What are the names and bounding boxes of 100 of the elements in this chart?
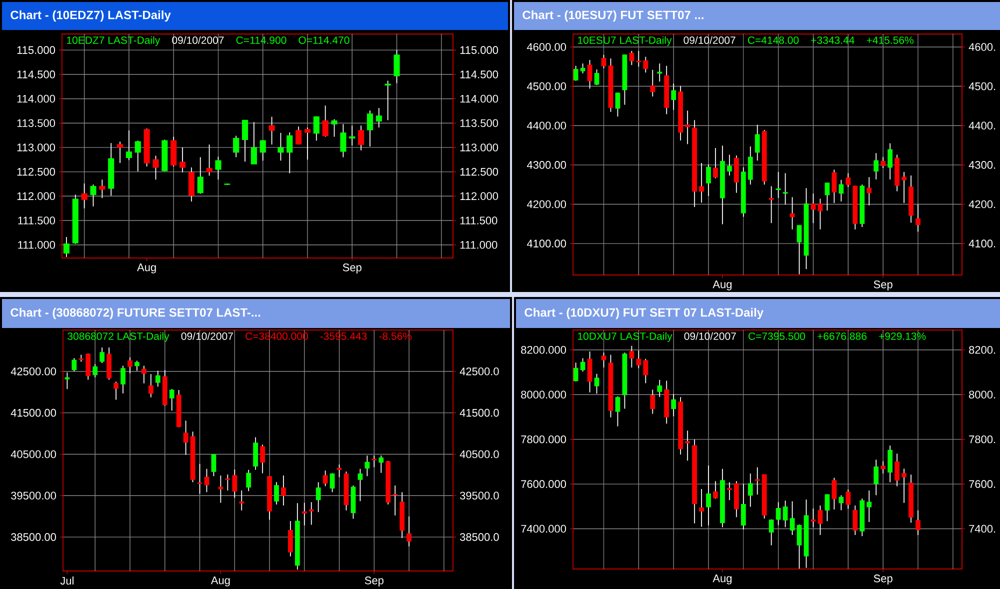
candlestick xyxy=(308,502,314,526)
candlestick xyxy=(838,494,844,511)
x-tick-label: Jul xyxy=(60,576,74,585)
y-tick-label: 40500.00 xyxy=(10,450,56,458)
candlestick xyxy=(902,468,906,504)
y2-tick-label: 4100. xyxy=(968,240,996,248)
y-tick-label: 113.500 xyxy=(17,119,56,128)
candlestick xyxy=(233,135,240,158)
candlestick xyxy=(748,146,753,186)
candlestick xyxy=(740,483,746,530)
candlestick xyxy=(782,172,788,206)
candlestick xyxy=(671,394,676,417)
candlestick xyxy=(874,459,879,496)
candlestick xyxy=(580,63,586,74)
candlestick xyxy=(866,490,872,522)
candlestick xyxy=(215,156,222,180)
candlestick xyxy=(902,172,906,204)
candlestick xyxy=(81,183,88,209)
candlestick xyxy=(866,176,872,206)
y2-tick-label: 112.000 xyxy=(460,192,498,200)
candlestick xyxy=(832,169,837,204)
candlestick xyxy=(155,370,160,388)
candlestick xyxy=(824,182,830,211)
annotation: +3343.44 xyxy=(811,36,854,44)
x-tick-label: Aug xyxy=(712,574,732,584)
annotation: 09/10/2007 xyxy=(181,332,233,340)
candlestick xyxy=(594,373,600,394)
candlestick xyxy=(188,166,194,202)
candlestick xyxy=(126,130,132,161)
candlestick xyxy=(685,110,690,145)
y2-tick-label: 115.000 xyxy=(460,46,498,54)
candlestick xyxy=(322,105,328,138)
annotation: 10ESU7 LAST-Daily xyxy=(578,36,672,46)
y2-tick-label: 112.500 xyxy=(460,168,498,176)
candlestick xyxy=(286,132,293,174)
candlestick xyxy=(281,475,286,506)
y2-tick-label: 4300. xyxy=(968,161,996,169)
candlestick xyxy=(128,357,132,374)
candlestick xyxy=(260,444,265,474)
y-tick-label: 7800.000 xyxy=(521,435,566,444)
candlestick xyxy=(810,193,816,224)
candlestick xyxy=(268,116,275,145)
candlestick xyxy=(748,473,753,508)
candlestick xyxy=(699,162,704,204)
candlestick xyxy=(768,186,774,224)
chart-title: Chart - (10EDZ7) LAST-Daily xyxy=(10,10,171,22)
annotation: C=38400.000 xyxy=(246,332,308,340)
candlestick xyxy=(713,148,718,179)
candlestick xyxy=(406,516,412,547)
candlestick xyxy=(364,455,370,477)
candlestick xyxy=(331,118,338,138)
candlestick xyxy=(211,454,216,477)
candlestick xyxy=(336,464,342,478)
x-tick-label: Aug xyxy=(712,280,732,290)
y2-tick-label: 111.000 xyxy=(460,240,498,249)
candlestick xyxy=(394,50,400,84)
y2-tick-label: 8000. xyxy=(969,390,996,399)
y-tick-label: 42500.00 xyxy=(10,368,56,376)
y-tick-label: 4600.00 xyxy=(526,43,566,51)
candlestick xyxy=(894,453,900,487)
candlestick xyxy=(288,520,293,557)
candlestick xyxy=(169,388,174,412)
y-tick-label: 113.000 xyxy=(17,144,56,152)
y-tick-label: 4200.00 xyxy=(526,200,566,208)
annotation: 09/10/2007 xyxy=(684,332,736,340)
candlestick xyxy=(92,364,98,378)
candlestick xyxy=(239,490,244,511)
chart-title: Chart - (10ESU7) FUT SETT07 ... xyxy=(522,10,704,22)
candlestick xyxy=(706,465,711,526)
candlestick xyxy=(818,505,823,536)
y2-tick-label: 113.000 xyxy=(460,144,498,152)
candlestick xyxy=(330,472,335,493)
candlestick xyxy=(880,156,886,169)
candlestick xyxy=(768,518,774,546)
candlestick xyxy=(358,125,364,151)
candlestick xyxy=(392,485,398,516)
candlestick xyxy=(790,500,795,536)
y-tick-label: 111.500 xyxy=(18,216,56,224)
candlestick xyxy=(776,502,781,526)
candlestick xyxy=(117,141,124,164)
candlestick xyxy=(796,524,802,569)
candlestick xyxy=(260,140,266,162)
y-tick-label: 4500.00 xyxy=(526,82,566,90)
y2-tick-label: 4400. xyxy=(968,122,996,130)
x-tick-label: Aug xyxy=(210,576,230,586)
y2-tick-label: 7800. xyxy=(969,435,996,444)
candlestick xyxy=(384,80,391,121)
annotation: 10DXU7 LAST-Daily xyxy=(578,332,672,342)
candlestick xyxy=(197,463,202,494)
y-tick-label: 112.500 xyxy=(17,168,56,176)
candlestick xyxy=(206,144,212,176)
y2-tick-label: 8200. xyxy=(969,346,996,354)
candlestick xyxy=(218,475,224,504)
candlestick xyxy=(615,92,620,118)
candlestick xyxy=(734,155,739,194)
candlestick xyxy=(629,50,634,66)
y-tick-label: 114.000 xyxy=(17,94,56,103)
y2-tick-label: 7600. xyxy=(969,480,996,488)
y-tick-label: 39500.00 xyxy=(11,492,56,500)
x-tick-label: Sep xyxy=(874,574,892,584)
